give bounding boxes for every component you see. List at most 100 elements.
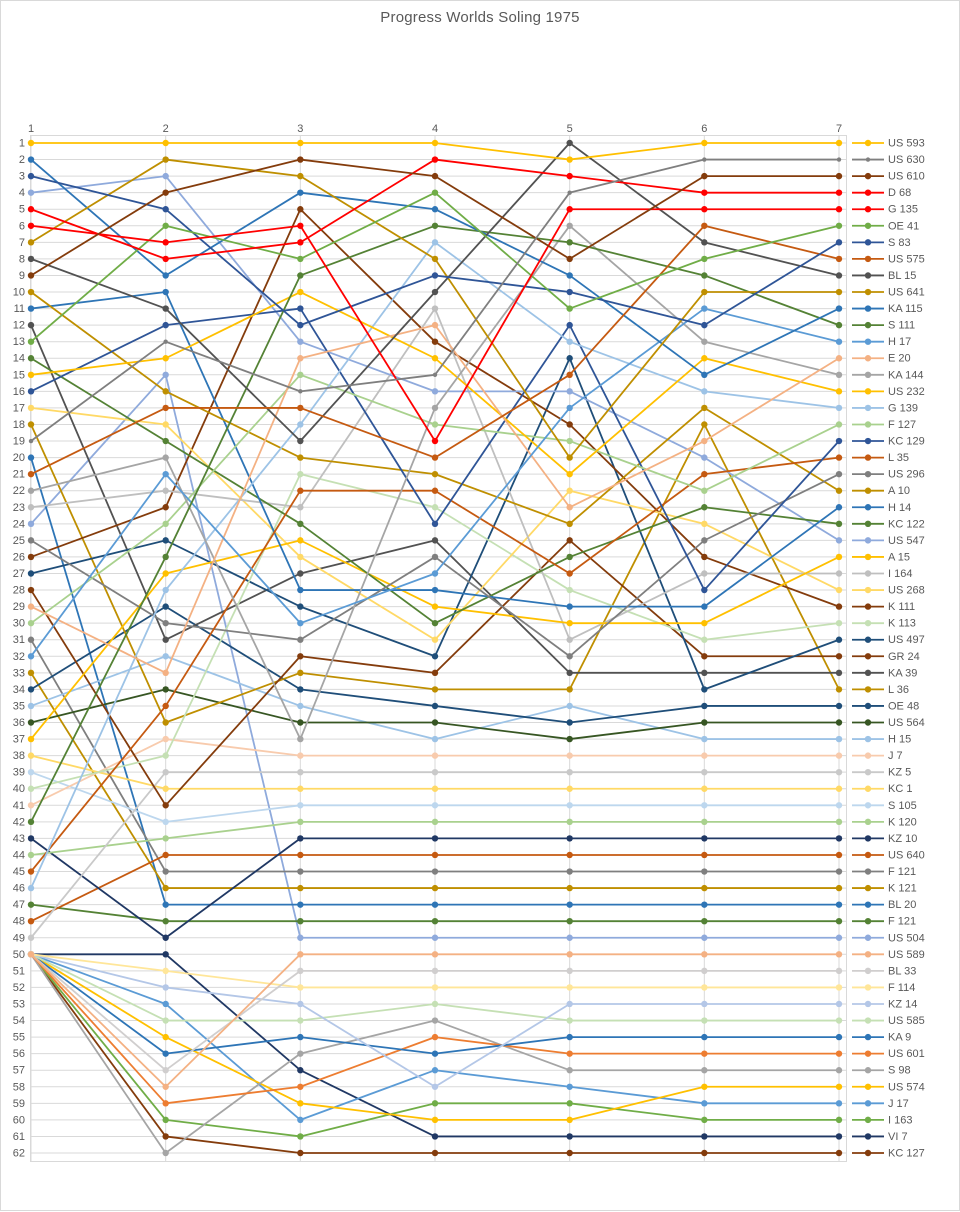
- series-marker-ka-115: [701, 371, 708, 379]
- series-marker-s-83: [835, 239, 843, 246]
- series-marker-us-589: [835, 951, 843, 958]
- legend-swatch-marker-s-105: [864, 802, 872, 809]
- series-marker-us-504: [297, 934, 304, 941]
- legend-swatch-marker-a-10: [864, 487, 872, 494]
- series-marker-e-20: [701, 437, 708, 445]
- series-marker-us-268: [431, 636, 439, 643]
- series-marker-f-127: [835, 421, 843, 428]
- series-marker-ka-115: [835, 305, 843, 312]
- series-marker-oe-41: [162, 222, 169, 229]
- series-marker-f-114: [297, 984, 304, 991]
- y-tick-label: 22: [13, 485, 25, 497]
- y-tick-label: 29: [13, 601, 25, 613]
- series-marker-h-14: [431, 586, 439, 594]
- series-marker-ka-9: [431, 1050, 439, 1057]
- series-marker-us-574: [566, 1116, 573, 1124]
- series-marker-us-296: [701, 537, 708, 544]
- series-marker-g-135: [162, 239, 169, 246]
- legend-swatch-marker-us-601: [864, 1050, 872, 1057]
- series-marker-s-105: [835, 802, 843, 809]
- series-marker-g-135: [701, 206, 708, 213]
- series-marker-us-641: [27, 239, 35, 246]
- series-marker-us-593: [701, 139, 708, 147]
- y-tick-label: 12: [13, 320, 25, 332]
- y-tick-label: 41: [13, 800, 25, 812]
- series-marker-us-547: [566, 388, 573, 395]
- y-tick-label: 17: [13, 402, 25, 414]
- legend-swatch-marker-bl-15: [864, 272, 872, 279]
- series-marker-s-111: [835, 321, 843, 329]
- series-marker-f-114: [566, 984, 573, 991]
- legend-swatch-marker-e-20: [864, 355, 872, 362]
- series-marker-d-68: [701, 189, 708, 196]
- y-tick-label: 47: [13, 899, 25, 911]
- y-tick-label: 37: [13, 734, 25, 746]
- series-marker-h-17: [297, 619, 304, 627]
- series-marker-s-98: [297, 1050, 304, 1057]
- legend-label-us-641: US 641: [888, 287, 925, 299]
- series-marker-vi-7: [566, 1133, 573, 1140]
- series-marker-f-121: [701, 868, 708, 875]
- legend-swatch-marker-h-15: [864, 735, 872, 743]
- series-marker-a-15: [162, 570, 169, 577]
- series-marker-j-17: [566, 1083, 573, 1090]
- series-marker-kc-122: [431, 619, 439, 627]
- series-marker-h-14: [701, 603, 708, 610]
- series-marker-kc-127: [835, 1149, 843, 1157]
- series-marker-us-564: [27, 719, 35, 726]
- series-marker-f-114: [701, 984, 708, 991]
- series-marker-kz-10: [835, 835, 843, 842]
- series-marker-j-7: [566, 752, 573, 759]
- series-marker-bl-20: [431, 901, 439, 908]
- series-marker-us-640: [297, 851, 304, 859]
- x-tick-label: 2: [163, 123, 169, 135]
- series-marker-kc-129: [297, 305, 304, 312]
- series-marker-i-164: [566, 636, 573, 643]
- series-marker-k-111: [701, 553, 708, 561]
- legend-swatch-marker-kc-129: [864, 437, 872, 445]
- series-marker-d-68: [566, 172, 573, 180]
- series-marker-oe-48: [431, 702, 439, 710]
- series-marker-us-497: [162, 537, 169, 544]
- series-marker-f-121: [27, 636, 35, 643]
- series-marker-oe-48: [297, 686, 304, 693]
- x-tick-label: 1: [28, 123, 34, 135]
- legend-swatch-marker-bl-33: [864, 967, 872, 975]
- series-marker-us-630: [432, 372, 438, 378]
- series-marker-bl-15: [297, 437, 304, 445]
- legend-swatch-marker-l-36: [864, 686, 872, 693]
- series-marker-us-589: [27, 951, 35, 958]
- series-marker-gr-24: [297, 653, 304, 660]
- legend-label-us-630: US 630: [888, 154, 925, 166]
- series-marker-h-15: [27, 702, 35, 710]
- series-marker-us-641: [162, 156, 169, 163]
- legend-swatch-marker-us-268: [864, 586, 872, 594]
- legend-label-l-36: L 36: [888, 684, 909, 696]
- series-marker-us-547: [162, 172, 169, 180]
- series-marker-us-641: [297, 172, 304, 180]
- series-marker-g-135: [297, 222, 304, 229]
- series-marker-k-121: [431, 884, 439, 892]
- series-marker-f-121: [27, 901, 35, 908]
- series-marker-f-121: [297, 917, 304, 925]
- legend-swatch-marker-j-17: [864, 1100, 872, 1107]
- y-tick-label: 20: [13, 452, 25, 464]
- y-tick-label: 16: [13, 386, 25, 398]
- legend-label-k-111: K 111: [888, 601, 915, 613]
- series-marker-us-232: [566, 470, 573, 478]
- series-marker-a-10: [431, 470, 439, 478]
- legend-label-ka-144: KA 144: [888, 369, 923, 381]
- series-marker-s-111: [431, 222, 439, 229]
- series-marker-us-601: [566, 1050, 573, 1057]
- series-marker-us-641: [566, 454, 573, 461]
- series-marker-oe-48: [835, 702, 843, 710]
- series-marker-i-163: [835, 1116, 843, 1124]
- series-marker-ka-39: [566, 669, 573, 677]
- series-marker-k-120: [27, 851, 35, 859]
- legend-swatch-marker-s-98: [864, 1067, 872, 1074]
- series-marker-s-105: [701, 802, 708, 809]
- series-marker-a-15: [835, 553, 843, 561]
- y-tick-label: 3: [19, 171, 25, 183]
- legend-swatch-marker-i-163: [864, 1116, 872, 1124]
- series-marker-i-164: [27, 504, 35, 511]
